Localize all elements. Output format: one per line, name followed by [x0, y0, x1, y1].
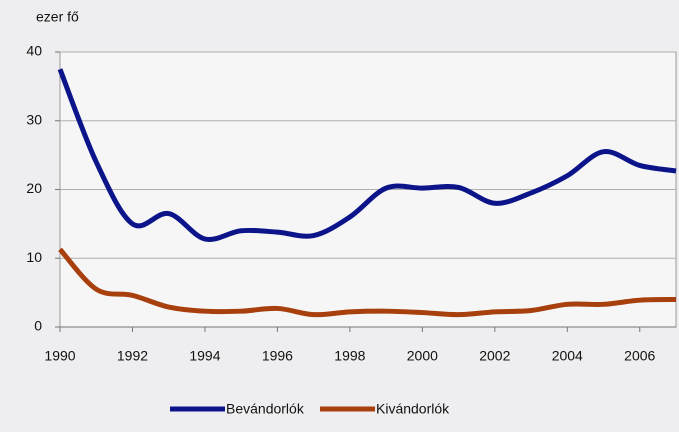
x-tick-label: 1994 [189, 348, 220, 364]
y-tick-label: 20 [26, 180, 42, 196]
y-tick-label: 0 [34, 318, 42, 334]
x-tick-label: 1990 [44, 348, 75, 364]
y-tick-label: 10 [26, 249, 42, 265]
legend-label: Bevándorlók [226, 401, 305, 417]
x-tick-label: 1992 [117, 348, 148, 364]
series-line [58, 247, 677, 318]
x-tick-label: 1998 [334, 348, 365, 364]
x-tick-label: 2006 [624, 348, 655, 364]
y-tick-label: 40 [26, 43, 42, 59]
series-line [57, 68, 677, 243]
x-tick-label: 2002 [479, 348, 510, 364]
x-tick-label: 2000 [407, 348, 438, 364]
legend-label: Kivándorlók [376, 401, 450, 417]
y-axis-label: ezer fő [36, 9, 79, 25]
y-tick-label: 30 [26, 111, 42, 127]
x-tick-label: 2004 [552, 348, 583, 364]
x-tick-label: 1996 [262, 348, 293, 364]
